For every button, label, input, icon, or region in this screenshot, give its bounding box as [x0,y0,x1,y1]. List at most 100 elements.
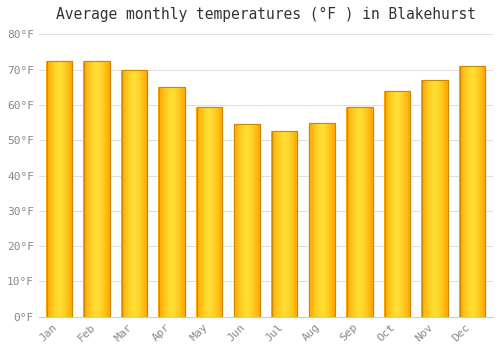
Bar [350,107,352,317]
Bar [138,70,140,317]
Bar [356,107,358,317]
Bar [358,107,360,317]
Bar [484,66,486,317]
Bar [200,107,202,317]
Bar [145,70,147,317]
Bar [325,122,326,317]
Bar [389,91,391,317]
Bar [316,122,318,317]
Bar [432,80,434,317]
Bar [404,91,406,317]
Bar [242,124,244,317]
Bar [180,87,182,317]
Bar [90,61,92,317]
Bar [365,107,366,317]
Bar [349,107,350,317]
Bar [88,61,89,317]
Bar [234,124,235,317]
Bar [286,132,288,317]
Bar [287,132,289,317]
Bar [352,107,353,317]
Bar [238,124,240,317]
Bar [56,61,58,317]
Bar [165,87,167,317]
Bar [46,61,48,317]
Bar [278,132,280,317]
Bar [396,91,398,317]
Bar [105,61,106,317]
Bar [93,61,94,317]
Bar [354,107,356,317]
Bar [56,61,57,317]
Bar [121,70,122,317]
Bar [384,91,386,317]
Bar [393,91,395,317]
Bar [326,122,328,317]
Bar [128,70,130,317]
Bar [436,80,438,317]
Bar [471,66,472,317]
Bar [282,132,284,317]
Bar [62,61,64,317]
Bar [470,66,471,317]
Bar [72,61,73,317]
Bar [206,107,207,317]
Bar [132,70,134,317]
Bar [64,61,65,317]
Bar [329,122,330,317]
Bar [220,107,222,317]
Bar [460,66,485,317]
Bar [84,61,85,317]
Bar [390,91,392,317]
Bar [312,122,314,317]
Bar [160,87,185,317]
Bar [386,91,388,317]
Bar [178,87,180,317]
Bar [310,122,335,317]
Bar [324,122,325,317]
Bar [122,70,148,317]
Bar [222,107,223,317]
Bar [109,61,110,317]
Bar [129,70,130,317]
Bar [104,61,105,317]
Bar [178,87,179,317]
Bar [234,124,260,317]
Bar [472,66,474,317]
Bar [296,132,298,317]
Bar [198,107,200,317]
Bar [60,61,62,317]
Bar [294,132,296,317]
Bar [296,132,297,317]
Bar [442,80,443,317]
Bar [254,124,256,317]
Bar [322,122,324,317]
Bar [348,107,349,317]
Bar [279,132,281,317]
Bar [66,61,68,317]
Bar [366,107,368,317]
Bar [97,61,98,317]
Bar [236,124,238,317]
Bar [84,61,110,317]
Bar [392,91,394,317]
Bar [240,124,242,317]
Bar [144,70,146,317]
Bar [459,66,460,317]
Bar [182,87,183,317]
Bar [126,70,128,317]
Bar [158,87,160,317]
Bar [255,124,256,317]
Bar [361,107,362,317]
Bar [364,107,366,317]
Bar [234,124,260,317]
Bar [137,70,138,317]
Bar [276,132,278,317]
Bar [219,107,220,317]
Bar [460,66,462,317]
Bar [346,107,348,317]
Bar [405,91,407,317]
Bar [312,122,313,317]
Bar [424,80,426,317]
Bar [86,61,88,317]
